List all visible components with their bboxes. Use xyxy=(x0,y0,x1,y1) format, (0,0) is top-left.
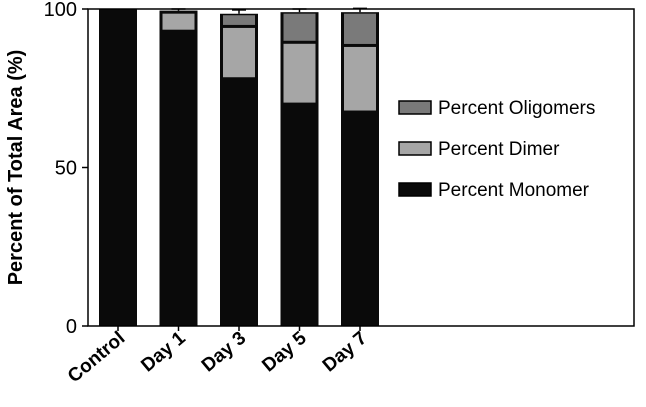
x-tick-label: Day 3 xyxy=(198,328,250,377)
legend-swatch xyxy=(398,141,432,156)
error-bar xyxy=(232,9,246,14)
legend-item: Percent Monomer xyxy=(398,180,590,201)
bar-segment-percent-oligomers xyxy=(223,15,255,25)
bar-segment-percent-dimer xyxy=(162,13,195,30)
bar-segment-percent-monomer xyxy=(341,112,379,327)
bar-segment-percent-dimer xyxy=(223,27,255,78)
x-tick-label: Day 7 xyxy=(319,328,371,377)
bar-stack-day-1 xyxy=(159,10,198,327)
x-axis: Control Day 1 Day 3 Day 5 Day 7 xyxy=(64,326,371,387)
legend-swatch xyxy=(398,182,432,197)
y-tick-label: 100 xyxy=(44,0,77,21)
y-tick-label: 50 xyxy=(55,158,77,180)
bar-segment-percent-oligomers xyxy=(283,13,316,41)
bar-stack-day-3 xyxy=(220,13,258,327)
legend-label: Percent Oligomers xyxy=(438,98,595,119)
bar-stack-control xyxy=(99,9,137,326)
legend: Percent Oligomers Percent Dimer Percent Mo… xyxy=(398,98,595,201)
bar-segment-percent-oligomers xyxy=(344,13,376,44)
bar-segment-percent-dimer xyxy=(344,46,376,111)
bar-stack-day-5 xyxy=(280,12,319,326)
x-tick-label: Day 1 xyxy=(137,327,190,376)
bar-segment-percent-dimer xyxy=(283,43,316,103)
legend-label: Percent Dimer xyxy=(438,139,560,160)
legend-swatch xyxy=(398,100,432,115)
bar-stack-day-7 xyxy=(341,12,379,327)
legend-item: Percent Oligomers xyxy=(398,98,595,119)
y-axis: 0 50 100 xyxy=(44,0,88,338)
bar-segment-percent-monomer xyxy=(220,78,258,327)
bar-segment-percent-monomer xyxy=(159,31,198,326)
bar-segment-percent-monomer xyxy=(280,104,319,326)
x-tick-label: Day 5 xyxy=(258,327,311,376)
y-tick-label: 0 xyxy=(66,316,77,338)
y-axis-label: Percent of Total Area (%) xyxy=(5,50,27,286)
bar-segment-percent-monomer xyxy=(99,9,137,326)
bars-group xyxy=(99,9,379,327)
legend-label: Percent Monomer xyxy=(438,180,590,201)
legend-item: Percent Dimer xyxy=(398,139,560,160)
